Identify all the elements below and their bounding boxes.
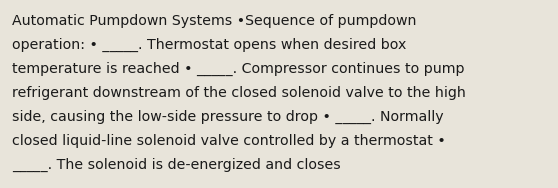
Text: refrigerant downstream of the closed solenoid valve to the high: refrigerant downstream of the closed sol… xyxy=(12,86,466,100)
Text: _____. The solenoid is de-energized and closes: _____. The solenoid is de-energized and … xyxy=(12,158,341,172)
Text: Automatic Pumpdown Systems •Sequence of pumpdown: Automatic Pumpdown Systems •Sequence of … xyxy=(12,14,416,28)
Text: side, causing the low-side pressure to drop • _____. Normally: side, causing the low-side pressure to d… xyxy=(12,110,444,124)
Text: closed liquid-line solenoid valve controlled by a thermostat •: closed liquid-line solenoid valve contro… xyxy=(12,134,446,148)
Text: operation: • _____. Thermostat opens when desired box: operation: • _____. Thermostat opens whe… xyxy=(12,38,406,52)
Text: temperature is reached • _____. Compressor continues to pump: temperature is reached • _____. Compress… xyxy=(12,62,464,76)
